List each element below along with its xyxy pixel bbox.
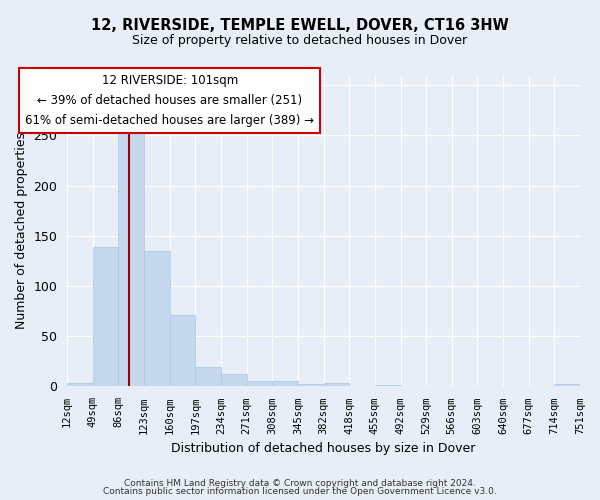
Bar	[247, 382, 272, 386]
Bar	[67, 384, 93, 386]
Text: Contains HM Land Registry data © Crown copyright and database right 2024.: Contains HM Land Registry data © Crown c…	[124, 478, 476, 488]
Text: Contains public sector information licensed under the Open Government Licence v3: Contains public sector information licen…	[103, 487, 497, 496]
Bar	[170, 315, 196, 386]
Bar	[298, 384, 323, 386]
Bar	[93, 247, 118, 386]
Bar	[221, 374, 247, 386]
X-axis label: Distribution of detached houses by size in Dover: Distribution of detached houses by size …	[172, 442, 476, 455]
Bar	[196, 368, 221, 386]
Bar	[554, 384, 580, 386]
Text: 12 RIVERSIDE: 101sqm
← 39% of detached houses are smaller (251)
61% of semi-deta: 12 RIVERSIDE: 101sqm ← 39% of detached h…	[25, 74, 314, 126]
Y-axis label: Number of detached properties: Number of detached properties	[15, 132, 28, 329]
Bar	[323, 384, 349, 386]
Bar	[118, 132, 144, 386]
Text: Size of property relative to detached houses in Dover: Size of property relative to detached ho…	[133, 34, 467, 47]
Bar	[144, 251, 170, 386]
Bar	[272, 382, 298, 386]
Text: 12, RIVERSIDE, TEMPLE EWELL, DOVER, CT16 3HW: 12, RIVERSIDE, TEMPLE EWELL, DOVER, CT16…	[91, 18, 509, 32]
